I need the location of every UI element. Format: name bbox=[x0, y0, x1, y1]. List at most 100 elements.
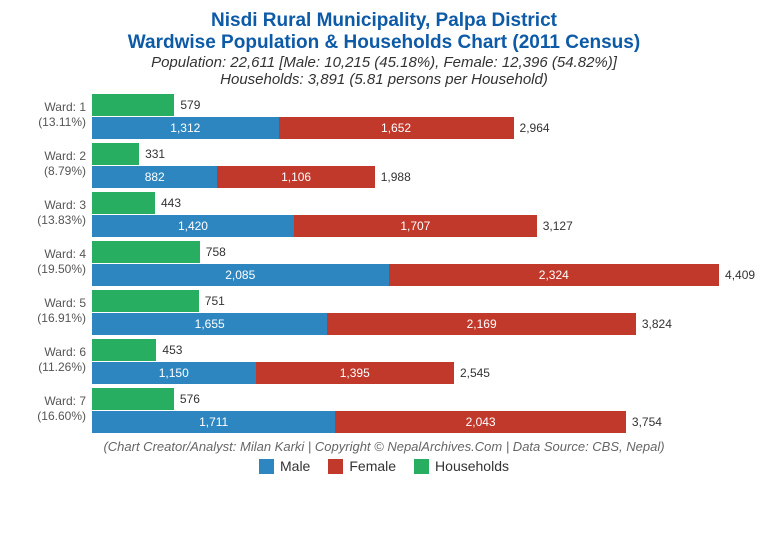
chart-header: Nisdi Rural Municipality, Palpa District… bbox=[18, 10, 750, 88]
households-value: 751 bbox=[199, 294, 225, 308]
female-bar: 1,707 bbox=[294, 215, 537, 237]
households-bar bbox=[92, 388, 174, 410]
legend-label-male: Male bbox=[280, 458, 310, 474]
ward-row: Ward: 6(11.26%) 453 1,150 1,3952,545 bbox=[18, 339, 750, 384]
population-bar-line: 1,655 2,169 3,824 bbox=[92, 313, 750, 335]
male-bar: 882 bbox=[92, 166, 217, 188]
ward-label: Ward: 6(11.26%) bbox=[18, 339, 92, 375]
male-value: 2,085 bbox=[225, 268, 255, 282]
female-value: 2,324 bbox=[539, 268, 569, 282]
female-bar: 1,395 bbox=[256, 362, 454, 384]
male-bar: 2,085 bbox=[92, 264, 389, 286]
total-population-value: 3,127 bbox=[537, 219, 573, 233]
households-bar-line: 443 bbox=[92, 192, 750, 214]
ward-bars: 751 1,655 2,169 3,824 bbox=[92, 290, 750, 335]
households-bar bbox=[92, 241, 200, 263]
male-value: 1,420 bbox=[178, 219, 208, 233]
households-bar-line: 331 bbox=[92, 143, 750, 165]
households-bar-line: 758 bbox=[92, 241, 750, 263]
chart-subtitle-line1: Population: 22,611 [Male: 10,215 (45.18%… bbox=[18, 54, 750, 71]
ward-name: Ward: 5 bbox=[18, 296, 86, 311]
ward-label: Ward: 2(8.79%) bbox=[18, 143, 92, 179]
ward-row: Ward: 7(16.60%)5761,7112,0433,754 bbox=[18, 388, 750, 433]
female-value: 2,043 bbox=[466, 415, 496, 429]
male-bar: 1,420 bbox=[92, 215, 294, 237]
legend-swatch-male bbox=[259, 459, 274, 474]
population-bar-line: 8821,1061,988 bbox=[92, 166, 750, 188]
total-population-value: 3,824 bbox=[636, 317, 672, 331]
households-value: 576 bbox=[174, 392, 200, 406]
population-bar-line: 2,0852,3244,409 bbox=[92, 264, 750, 286]
total-population-value: 2,545 bbox=[454, 366, 490, 380]
ward-pct: (16.91%) bbox=[18, 311, 86, 326]
households-value: 453 bbox=[156, 343, 182, 357]
legend-swatch-female bbox=[328, 459, 343, 474]
households-bar-line: 576 bbox=[92, 388, 750, 410]
male-bar: 1,312 bbox=[92, 117, 279, 139]
chart-subtitle-line2: Households: 3,891 (5.81 persons per Hous… bbox=[18, 71, 750, 88]
total-population-value: 1,988 bbox=[375, 170, 411, 184]
ward-bars: 5761,7112,0433,754 bbox=[92, 388, 750, 433]
ward-label: Ward: 3(13.83%) bbox=[18, 192, 92, 228]
ward-name: Ward: 2 bbox=[18, 149, 86, 164]
households-value: 331 bbox=[139, 147, 165, 161]
male-bar: 1,655 bbox=[92, 313, 327, 335]
households-bar bbox=[92, 94, 174, 116]
households-bar-line: 453 bbox=[92, 339, 750, 361]
ward-row: Ward: 1(13.11%) 579 1,312 1,652 2,964 bbox=[18, 94, 750, 139]
population-bar-line: 1,150 1,3952,545 bbox=[92, 362, 750, 384]
legend-label-female: Female bbox=[349, 458, 396, 474]
ward-name: Ward: 7 bbox=[18, 394, 86, 409]
female-value: 1,707 bbox=[400, 219, 430, 233]
households-bar-line: 751 bbox=[92, 290, 750, 312]
female-bar: 2,324 bbox=[389, 264, 720, 286]
female-value: 1,652 bbox=[381, 121, 411, 135]
ward-name: Ward: 3 bbox=[18, 198, 86, 213]
legend-item-female: Female bbox=[328, 458, 396, 474]
ward-pct: (13.11%) bbox=[18, 115, 86, 130]
female-value: 2,169 bbox=[467, 317, 497, 331]
ward-bars: 331 8821,1061,988 bbox=[92, 143, 750, 188]
ward-name: Ward: 1 bbox=[18, 100, 86, 115]
legend-label-households: Households bbox=[435, 458, 509, 474]
legend-item-male: Male bbox=[259, 458, 310, 474]
households-bar bbox=[92, 339, 156, 361]
total-population-value: 2,964 bbox=[514, 121, 550, 135]
ward-pct: (13.83%) bbox=[18, 213, 86, 228]
legend-swatch-households bbox=[414, 459, 429, 474]
male-value: 882 bbox=[145, 170, 165, 184]
ward-name: Ward: 6 bbox=[18, 345, 86, 360]
male-value: 1,150 bbox=[159, 366, 189, 380]
female-bar: 2,169 bbox=[327, 313, 635, 335]
ward-row: Ward: 4(19.50%)7582,0852,3244,409 bbox=[18, 241, 750, 286]
households-bar bbox=[92, 143, 139, 165]
ward-bars: 579 1,312 1,652 2,964 bbox=[92, 94, 750, 139]
ward-label: Ward: 7(16.60%) bbox=[18, 388, 92, 424]
male-value: 1,655 bbox=[195, 317, 225, 331]
chart-title-line2: Wardwise Population & Households Chart (… bbox=[18, 32, 750, 54]
ward-row: Ward: 3(13.83%) 443 1,420 1,707 3,127 bbox=[18, 192, 750, 237]
ward-label: Ward: 5(16.91%) bbox=[18, 290, 92, 326]
households-value: 443 bbox=[155, 196, 181, 210]
total-population-value: 4,409 bbox=[719, 268, 755, 282]
chart-plot-area: Ward: 1(13.11%) 579 1,312 1,652 2,964 Ward: 2… bbox=[18, 94, 750, 433]
chart-title-line1: Nisdi Rural Municipality, Palpa District bbox=[18, 10, 750, 32]
households-value: 758 bbox=[200, 245, 226, 259]
population-bar-line: 1,420 1,707 3,127 bbox=[92, 215, 750, 237]
chart-footer-credit: (Chart Creator/Analyst: Milan Karki | Co… bbox=[18, 439, 750, 454]
population-bar-line: 1,312 1,652 2,964 bbox=[92, 117, 750, 139]
households-bar bbox=[92, 290, 199, 312]
households-value: 579 bbox=[174, 98, 200, 112]
households-bar bbox=[92, 192, 155, 214]
ward-name: Ward: 4 bbox=[18, 247, 86, 262]
households-bar-line: 579 bbox=[92, 94, 750, 116]
ward-bars: 453 1,150 1,3952,545 bbox=[92, 339, 750, 384]
male-value: 1,711 bbox=[199, 415, 228, 429]
male-bar: 1,711 bbox=[92, 411, 335, 433]
ward-row: Ward: 2(8.79%) 331 8821,1061,988 bbox=[18, 143, 750, 188]
ward-row: Ward: 5(16.91%) 751 1,655 2,169 3,824 bbox=[18, 290, 750, 335]
ward-pct: (8.79%) bbox=[18, 164, 86, 179]
chart-legend: Male Female Households bbox=[18, 458, 750, 474]
ward-label: Ward: 4(19.50%) bbox=[18, 241, 92, 277]
ward-label: Ward: 1(13.11%) bbox=[18, 94, 92, 130]
